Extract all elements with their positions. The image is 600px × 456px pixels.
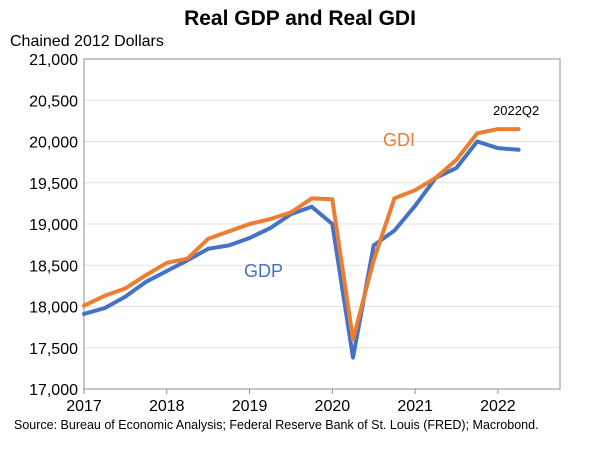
x-axis: 2017 2018 2019 2020 2021 2022 [66, 389, 516, 415]
x-tick-label: 2022 [480, 398, 516, 415]
y-axis: 17,000 17,500 18,000 18,500 19,000 19,500 20,0… [29, 52, 78, 399]
series-label-gdp: GDP [244, 261, 283, 281]
y-tick-label: 19,500 [29, 176, 78, 193]
y-tick-label: 17,000 [29, 382, 78, 399]
series-lines [82, 127, 521, 360]
y-tick-label: 19,000 [29, 217, 78, 234]
x-tick-label: 2019 [232, 398, 268, 415]
x-tick-label: 2017 [66, 398, 102, 415]
y-tick-label: 18,500 [29, 258, 78, 275]
series-line-gdp [82, 139, 521, 360]
y-tick-label: 17,500 [29, 341, 78, 358]
y-axis-unit-label: Chained 2012 Dollars [10, 33, 164, 50]
series-line-gdi [82, 127, 521, 342]
y-tick-label: 18,000 [29, 300, 78, 317]
gridlines [84, 99, 560, 349]
y-tick-label: 20,500 [29, 93, 78, 110]
y-tick-label: 21,000 [29, 52, 78, 69]
chart: Real GDP and Real GDI Chained 2012 Dolla… [10, 7, 561, 415]
source-note: Source: Bureau of Economic Analysis; Fed… [14, 418, 539, 432]
series-label-gdi: GDI [383, 130, 415, 150]
y-tick-label: 20,000 [29, 135, 78, 152]
plot-area [83, 58, 561, 390]
chart-title: Real GDP and Real GDI [184, 7, 416, 30]
x-tick-label: 2021 [397, 398, 433, 415]
annotation-2022q2: 2022Q2 [493, 103, 539, 118]
x-tick-label: 2018 [149, 398, 185, 415]
x-tick-label: 2020 [315, 398, 351, 415]
